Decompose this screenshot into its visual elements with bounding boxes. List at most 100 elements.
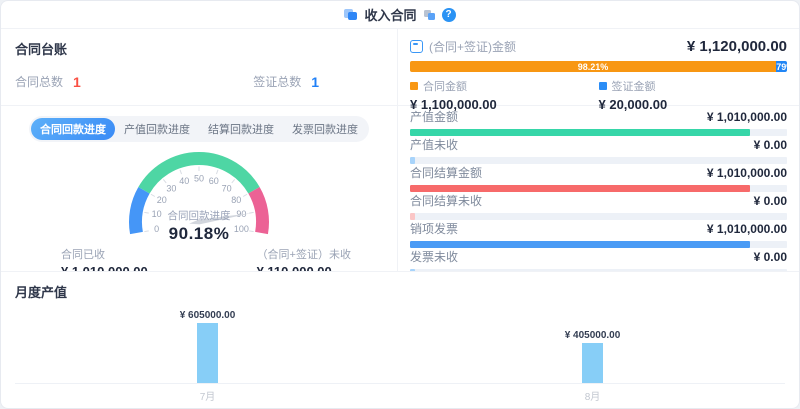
monthly-bars: ¥ 605000.00 ¥ 405000.00: [15, 303, 785, 383]
summary-top: (合同+签证)金额 ¥ 1,120,000.00: [410, 38, 787, 55]
metric-bar-track: [410, 213, 787, 220]
contract-received-stat: 合同已收 ¥ 1,010,000.00: [61, 246, 148, 271]
metric-list: 产值金额 ¥ 1,010,000.00 产值未收 ¥ 0.00 合同结算金额 ¥ 1,01…: [398, 106, 799, 271]
ledger-stats: 合同总数 1 签证总数 1: [15, 73, 383, 90]
contract-received-label: 合同已收: [61, 249, 105, 261]
amount-stacked-bar: 98.21% 1.79%: [410, 61, 787, 72]
progress-tab[interactable]: 产值回款进度: [124, 124, 190, 136]
visa-total-label: 签证总数: [253, 75, 302, 89]
bar: [582, 342, 603, 383]
svg-text:40: 40: [179, 176, 189, 186]
metric-value: ¥ 0.00: [753, 250, 787, 264]
cards-icon: [423, 9, 435, 20]
help-icon[interactable]: ?: [441, 7, 456, 22]
metric-value: ¥ 0.00: [753, 194, 787, 208]
contract-total-stat: 合同总数 1: [15, 73, 81, 90]
month-label: 7月: [199, 392, 216, 403]
visa-total-stat: 签证总数 1: [253, 73, 319, 90]
contract-amount-segment: 98.21%: [410, 61, 776, 72]
summary-label: (合同+签证)金额: [429, 40, 517, 54]
unreceived-stat: （合同+签证）未收 ¥ 110,000.00: [257, 246, 351, 271]
progress-tab[interactable]: 结算回款进度: [208, 124, 274, 136]
metric-row: 合同结算未收 ¥ 0.00: [410, 192, 787, 220]
metric-row: 产值未收 ¥ 0.00: [410, 136, 787, 164]
svg-text:30: 30: [166, 183, 176, 193]
bar-value-label: ¥ 405000.00: [564, 329, 621, 341]
metric-row: 产值金额 ¥ 1,010,000.00: [410, 108, 787, 136]
visa-amount-label: 签证金额: [611, 81, 656, 93]
metric-bar-fill: [410, 269, 415, 271]
monthly-output-section: 月度产值 ¥ 605000.00 ¥ 405000.00 7月 8月: [1, 271, 799, 408]
metric-bar-fill: [410, 157, 415, 164]
unreceived-value: ¥ 110,000.00: [257, 264, 351, 271]
gauge-value: 90.18%: [168, 224, 230, 243]
metric-bar-track: [410, 185, 787, 192]
x-axis-line: [15, 383, 785, 384]
visa-amount-segment: 1.79%: [776, 61, 787, 72]
progress-tab-group: 合同回款进度 产值回款进度 结算回款进度 发票回款进度: [29, 116, 369, 142]
amount-panel: (合同+签证)金额 ¥ 1,120,000.00 98.21% 1.79% 合同…: [398, 29, 799, 271]
visa-amount-legend-item: 签证金额 ¥ 20,000.00: [598, 78, 788, 112]
month-label: 8月: [584, 392, 601, 403]
svg-text:50: 50: [194, 173, 204, 183]
metric-row: 合同结算金额 ¥ 1,010,000.00: [410, 164, 787, 192]
document-icon: [410, 40, 423, 53]
metric-bar-track: [410, 129, 787, 136]
metric-value: ¥ 1,010,000.00: [706, 222, 787, 236]
month-labels: 7月 8月: [15, 384, 785, 403]
contract-ledger-panel: 合同台账 合同总数 1 签证总数 1 合同回款进度 产值回款进度 结算回款进度 发票回…: [1, 29, 398, 271]
progress-tab[interactable]: 发票回款进度: [292, 124, 358, 136]
metric-row: 发票未收 ¥ 0.00: [410, 248, 787, 271]
bar-slot: ¥ 605000.00: [15, 309, 400, 383]
progress-tab[interactable]: 合同回款进度: [31, 118, 115, 140]
page-title: 收入合同: [364, 8, 417, 23]
bar-slot: ¥ 405000.00: [400, 329, 785, 383]
metric-bar-track: [410, 269, 787, 271]
contract-total-value: 1: [73, 73, 81, 90]
amount-summary: (合同+签证)金额 ¥ 1,120,000.00 98.21% 1.79% 合同…: [398, 29, 799, 112]
metric-value: ¥ 0.00: [753, 138, 787, 152]
metric-label: 合同结算未收: [410, 194, 483, 208]
svg-text:90: 90: [236, 209, 246, 219]
progress-block: 合同回款进度 产值回款进度 结算回款进度 发票回款进度 0 10 20 30 40 50 60 70…: [1, 116, 397, 271]
metric-label: 发票未收: [410, 250, 459, 264]
metric-value: ¥ 1,010,000.00: [706, 110, 787, 124]
unreceived-label: （合同+签证）未收: [256, 249, 351, 261]
monthly-bar-chart: ¥ 605000.00 ¥ 405000.00 7月 8月: [15, 303, 785, 403]
contract-total-label: 合同总数: [15, 75, 64, 89]
svg-text:0: 0: [154, 224, 159, 234]
contract-amount-swatch: [410, 82, 418, 90]
contract-amount-label: 合同金额: [423, 81, 467, 93]
contract-amount-legend-item: 合同金额 ¥ 1,100,000.00: [410, 78, 599, 112]
metric-label: 产值未收: [410, 138, 459, 152]
svg-text:合同回款进度: 合同回款进度: [168, 209, 231, 222]
ledger-title: 合同台账: [15, 42, 68, 57]
metric-bar-fill: [410, 213, 415, 220]
monthly-title: 月度产值: [15, 285, 68, 300]
bar-value-label: ¥ 605000.00: [179, 309, 236, 321]
metric-bar-track: [410, 157, 787, 164]
visa-amount-swatch: [598, 82, 607, 90]
metric-bar-fill: [410, 129, 751, 136]
metric-row: 销项发票 ¥ 1,010,000.00: [410, 220, 787, 248]
svg-text:100: 100: [234, 224, 249, 234]
svg-text:20: 20: [157, 195, 167, 205]
svg-text:10: 10: [152, 209, 162, 219]
summary-total: ¥ 1,120,000.00: [686, 38, 787, 55]
ledger-summary: 合同台账 合同总数 1 签证总数 1: [1, 29, 397, 106]
svg-text:70: 70: [222, 183, 232, 193]
header: 收入合同 ?: [1, 1, 799, 29]
amount-legend: 合同金额 ¥ 1,100,000.00 签证金额 ¥ 20,000.00: [410, 78, 787, 112]
visa-amount-value: ¥ 20,000.00: [598, 97, 668, 112]
metric-bar-fill: [410, 241, 751, 248]
metric-bar-fill: [410, 185, 751, 192]
contract-amount-value: ¥ 1,100,000.00: [410, 97, 497, 112]
contract-received-value: ¥ 1,010,000.00: [61, 264, 148, 271]
svg-text:60: 60: [209, 176, 219, 186]
gauge-stats: 合同已收 ¥ 1,010,000.00 （合同+签证）未收 ¥ 110,000.…: [1, 244, 397, 271]
main-row: 合同台账 合同总数 1 签证总数 1 合同回款进度 产值回款进度 结算回款进度 发票回…: [1, 29, 799, 271]
metric-bar-track: [410, 241, 787, 248]
gauge-wrap: 0 10 20 30 40 50 60 70 80 90 100 合同回款进度: [1, 146, 397, 238]
